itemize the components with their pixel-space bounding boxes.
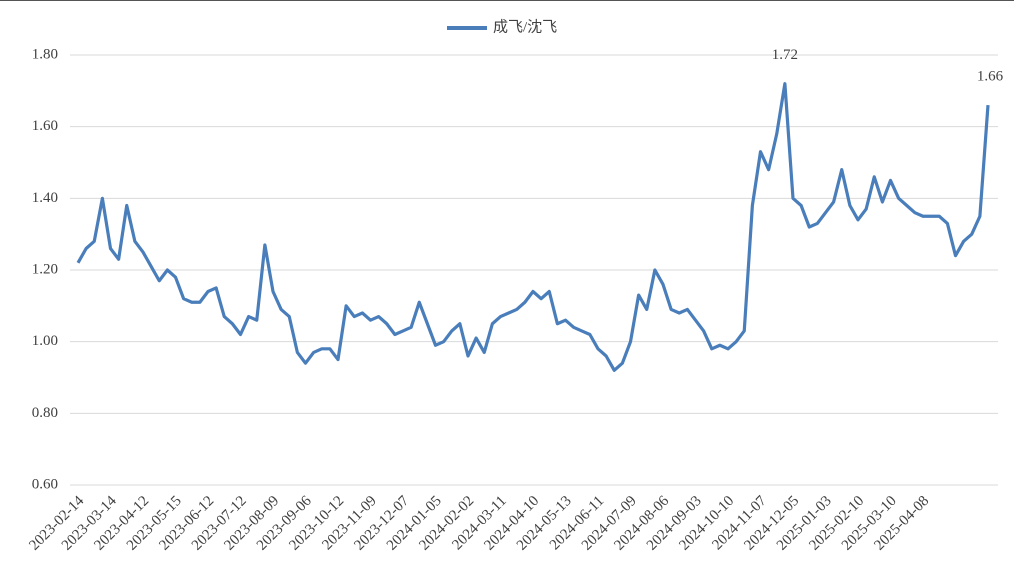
data-label: 1.66 <box>977 69 1004 85</box>
y-tick-label: 1.80 <box>32 46 58 62</box>
y-tick-label: 1.40 <box>32 190 58 206</box>
y-tick-label: 0.60 <box>32 476 58 492</box>
series-line <box>76 82 990 372</box>
y-tick-label: 1.00 <box>32 333 58 349</box>
y-tick-label: 0.80 <box>32 405 58 421</box>
data-label: 1.72 <box>772 47 798 63</box>
y-tick-label: 1.20 <box>32 261 58 277</box>
legend-label: 成飞/沈飞 <box>493 18 557 35</box>
y-tick-label: 1.60 <box>32 118 58 134</box>
